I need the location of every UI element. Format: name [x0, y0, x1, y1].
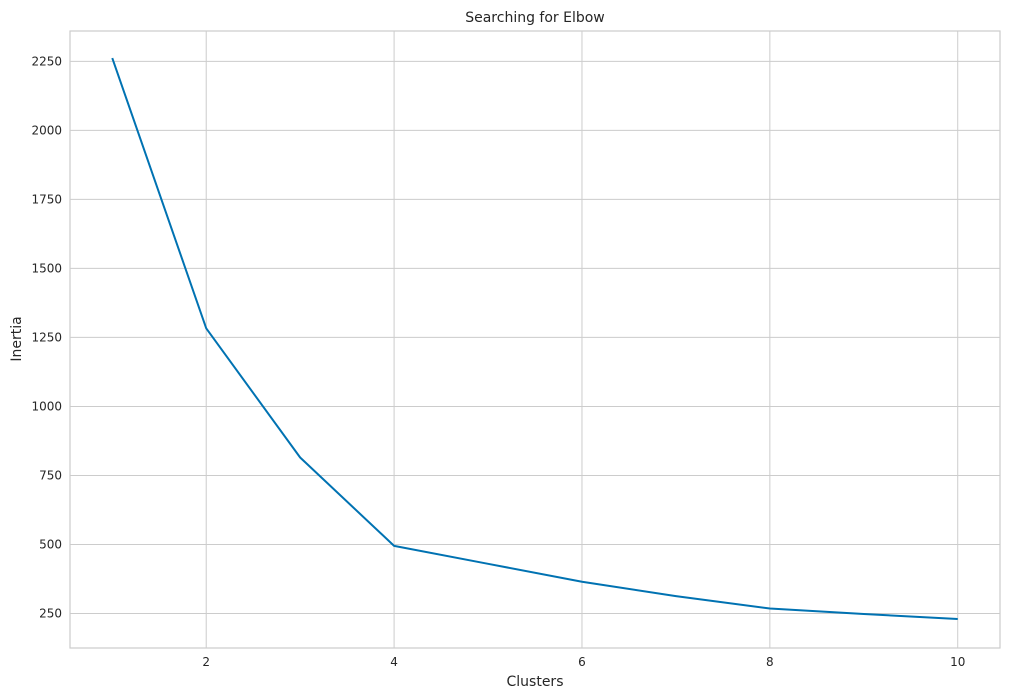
y-tick-label: 1750 [31, 192, 62, 206]
chart-title: Searching for Elbow [465, 10, 605, 26]
x-tick-label: 4 [390, 655, 398, 669]
y-tick-label: 1500 [31, 261, 62, 275]
grid-lines [70, 31, 1000, 648]
y-axis-label: Inertia [9, 316, 25, 361]
y-tick-labels: 250 500 750 1000 1250 1500 1750 2000 2250 [31, 54, 62, 620]
y-tick-label: 2000 [31, 123, 62, 137]
x-tick-label: 10 [950, 655, 965, 669]
plot-area [69, 30, 1001, 649]
y-tick-label: 250 [39, 606, 62, 620]
y-tick-label: 2250 [31, 54, 62, 68]
y-tick-label: 750 [39, 468, 62, 482]
y-tick-label: 1000 [31, 399, 62, 413]
y-tick-label: 1250 [31, 330, 62, 344]
x-tick-label: 2 [202, 655, 210, 669]
inertia-series-line [111, 57, 958, 621]
x-tick-labels: 2 4 6 8 10 [202, 655, 965, 669]
x-axis-label: Clusters [507, 674, 564, 690]
x-tick-label: 8 [766, 655, 774, 669]
x-tick-label: 6 [578, 655, 586, 669]
y-tick-label: 500 [39, 537, 62, 551]
series-group [111, 57, 958, 621]
